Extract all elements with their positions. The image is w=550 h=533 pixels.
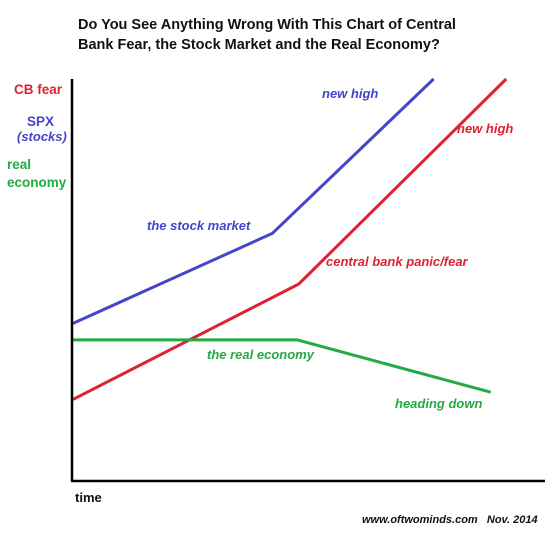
legend-real: real <box>7 157 31 172</box>
series-layer <box>72 77 508 401</box>
legend-spx: SPX <box>27 114 54 129</box>
annotation-the-stock-market: the stock market <box>147 218 251 233</box>
annotation-central-bank: central bank panic/fear <box>326 254 469 269</box>
annotation-the-real-economy: the real economy <box>207 347 315 362</box>
chart-title-line2: Bank Fear, the Stock Market and the Real… <box>78 37 440 53</box>
series-line-real <box>73 338 492 394</box>
legend-economy: economy <box>7 175 67 190</box>
series-line-cbfear <box>72 77 508 401</box>
x-axis-label: time <box>75 490 102 505</box>
source-credit: www.oftwominds.com Nov. 2014 <box>362 514 538 526</box>
legend-stocks: (stocks) <box>17 129 67 144</box>
annotation-cb-new-high: new high <box>457 121 513 136</box>
legend-cb-fear: CB fear <box>14 82 63 97</box>
series-line-stocks <box>72 77 435 325</box>
chart-title-line1: Do You See Anything Wrong With This Char… <box>78 17 456 33</box>
annotation-stock-new-high: new high <box>322 86 378 101</box>
annotation-heading-down: heading down <box>395 396 482 411</box>
